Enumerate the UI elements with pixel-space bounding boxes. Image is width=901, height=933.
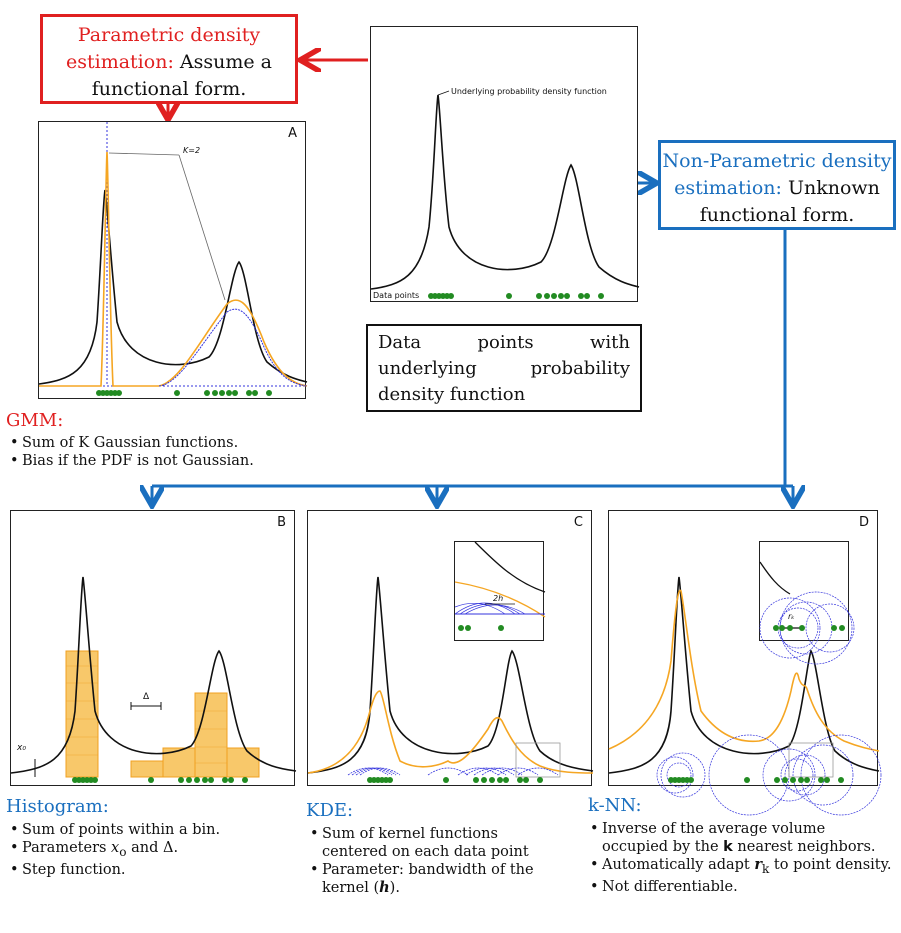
panel-a-gmm-fit <box>39 151 308 387</box>
nonparametric-subtitle: Unknown functional form. <box>699 177 880 226</box>
panel-d: D rₖ <box>608 510 882 816</box>
center-pdf-plot <box>370 90 640 299</box>
data-points <box>428 293 604 299</box>
parametric-title: Parametric density estimation: <box>66 24 261 73</box>
pdf-curve <box>370 94 640 290</box>
panel-b-true-pdf <box>10 576 297 774</box>
pdf-label: Underlying probability density function <box>451 87 607 96</box>
kde-title: KDE: <box>306 800 354 821</box>
delta-label: Δ <box>143 692 150 702</box>
panel-c-inset-plot <box>454 541 546 631</box>
rk-label: rₖ <box>788 612 795 621</box>
panel-c-letter: C <box>573 515 583 530</box>
panel-d-inset-plot <box>759 561 855 665</box>
knn-title: k-NN: <box>588 795 642 816</box>
data-points-label: Data points <box>373 291 420 300</box>
gmm-bullet-2: Bias if the PDF is not Gaussian. <box>10 452 340 470</box>
panel-a-letter: A <box>288 126 297 141</box>
knn-bullet-1: Inverse of the average volume occupied b… <box>590 820 895 856</box>
nonparametric-box: Non-Parametric density estimation: Unkno… <box>658 140 896 230</box>
nonparametric-title: Non-Parametric density estimation: <box>662 150 892 199</box>
parametric-box: Parametric density estimation: Assume a … <box>40 14 298 104</box>
panel-a-plot <box>38 122 308 396</box>
knn-bullet-2: Automatically adapt rk to point density. <box>590 856 895 878</box>
x0-label: x₀ <box>17 743 26 753</box>
h-label: 2h <box>493 594 504 603</box>
panel-d-plot <box>608 576 882 816</box>
histogram-bullet-2: Parameters xo and Δ. <box>10 839 300 861</box>
k-label: K=2 <box>183 146 201 155</box>
panel-c-true-pdf <box>307 576 594 774</box>
panel-d-inset: rₖ <box>759 541 855 665</box>
knn-bullets: Inverse of the average volume occupied b… <box>590 820 895 896</box>
kde-bullet-2: Parameter: bandwidth of the kernel (h). <box>310 861 560 897</box>
panel-c-plot <box>307 576 594 783</box>
kde-bullet-1: Sum of kernel functions centered on each… <box>310 825 560 861</box>
panel-b-letter: B <box>277 515 286 530</box>
parametric-subtitle: Assume a functional form. <box>91 51 272 100</box>
panel-d-letter: D <box>858 515 869 530</box>
panel-d-true-pdf <box>608 576 880 774</box>
gmm-title: GMM: <box>6 410 64 431</box>
histogram-bullet-3: Step function. <box>10 861 300 879</box>
center-pdf-panel: Underlying probability density function … <box>370 26 640 302</box>
kernel-bumps <box>347 767 559 776</box>
kde-estimate <box>307 690 594 774</box>
gmm-bullets: Sum of K Gaussian functions. Bias if the… <box>10 434 340 470</box>
panel-c: C 2h <box>307 510 594 786</box>
data-caption-box: Data points with underlying probability … <box>366 324 642 412</box>
gmm-bullet-1: Sum of K Gaussian functions. <box>10 434 340 452</box>
knn-estimate <box>608 589 880 752</box>
histogram-bullets: Sum of points within a bin. Parameters x… <box>10 821 300 879</box>
panel-b: B Δ x₀ <box>10 510 297 786</box>
panel-c-inset: 2h <box>454 541 546 641</box>
histogram-bullet-1: Sum of points within a bin. <box>10 821 300 839</box>
knn-bullet-3: Not differentiable. <box>590 878 895 896</box>
kde-bullets: Sum of kernel functions centered on each… <box>310 825 560 897</box>
histogram-title: Histogram: <box>6 796 109 817</box>
histogram-bars <box>65 650 260 778</box>
panel-a-true-pdf <box>38 189 308 385</box>
panel-b-plot <box>10 576 297 783</box>
panel-a: A K=2 <box>38 121 308 399</box>
